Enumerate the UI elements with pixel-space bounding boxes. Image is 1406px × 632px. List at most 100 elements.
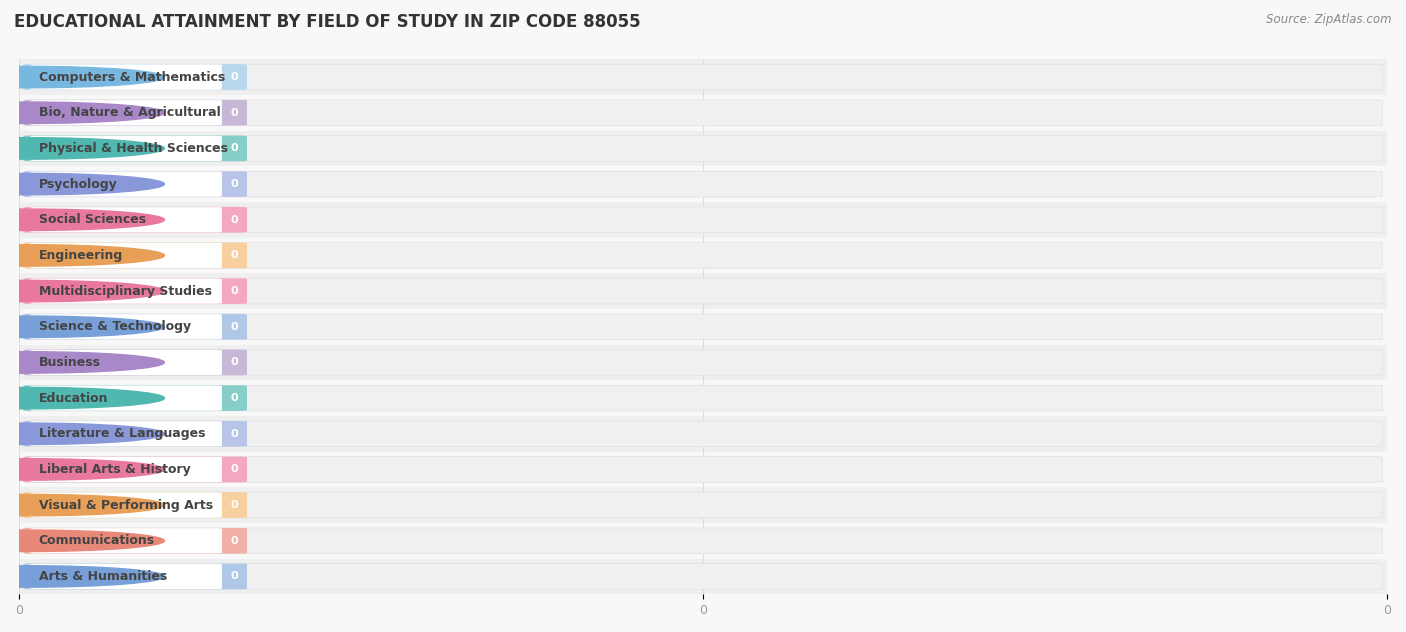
Text: Education: Education: [38, 392, 108, 404]
Text: 0: 0: [231, 250, 238, 260]
FancyBboxPatch shape: [24, 528, 247, 554]
FancyBboxPatch shape: [24, 243, 1382, 268]
Text: Computers & Mathematics: Computers & Mathematics: [38, 71, 225, 83]
Text: 0: 0: [231, 215, 238, 225]
FancyBboxPatch shape: [31, 564, 222, 589]
Text: 0: 0: [231, 536, 238, 546]
Circle shape: [0, 351, 165, 373]
FancyBboxPatch shape: [31, 349, 222, 375]
Circle shape: [0, 459, 165, 480]
FancyBboxPatch shape: [24, 207, 247, 233]
Circle shape: [0, 316, 165, 337]
Text: 0: 0: [231, 428, 238, 439]
FancyBboxPatch shape: [31, 457, 222, 482]
FancyBboxPatch shape: [31, 314, 222, 339]
Text: 0: 0: [231, 571, 238, 581]
FancyBboxPatch shape: [24, 564, 247, 589]
FancyBboxPatch shape: [31, 64, 222, 90]
Text: 0: 0: [231, 72, 238, 82]
FancyBboxPatch shape: [24, 243, 247, 268]
Circle shape: [0, 423, 165, 444]
Bar: [20, 131, 1386, 166]
Bar: [20, 559, 1386, 594]
FancyBboxPatch shape: [31, 171, 222, 197]
FancyBboxPatch shape: [24, 314, 1382, 339]
Bar: [20, 238, 1386, 273]
Text: Multidisciplinary Studies: Multidisciplinary Studies: [38, 284, 212, 298]
FancyBboxPatch shape: [31, 279, 222, 304]
Bar: [20, 344, 1386, 380]
FancyBboxPatch shape: [24, 136, 247, 161]
FancyBboxPatch shape: [24, 64, 1382, 90]
Bar: [20, 309, 1386, 344]
FancyBboxPatch shape: [24, 564, 1382, 589]
Bar: [20, 95, 1386, 131]
Text: 0: 0: [231, 465, 238, 475]
Circle shape: [0, 494, 165, 516]
FancyBboxPatch shape: [31, 492, 222, 518]
FancyBboxPatch shape: [24, 171, 247, 197]
Circle shape: [0, 102, 165, 123]
Text: Physical & Health Sciences: Physical & Health Sciences: [38, 142, 228, 155]
FancyBboxPatch shape: [24, 528, 1382, 554]
FancyBboxPatch shape: [24, 492, 1382, 518]
Text: Social Sciences: Social Sciences: [38, 213, 146, 226]
Text: EDUCATIONAL ATTAINMENT BY FIELD OF STUDY IN ZIP CODE 88055: EDUCATIONAL ATTAINMENT BY FIELD OF STUDY…: [14, 13, 641, 30]
FancyBboxPatch shape: [24, 456, 247, 482]
Text: Science & Technology: Science & Technology: [38, 320, 191, 333]
Text: Literature & Languages: Literature & Languages: [38, 427, 205, 441]
FancyBboxPatch shape: [24, 386, 247, 411]
Text: 0: 0: [231, 179, 238, 189]
FancyBboxPatch shape: [24, 349, 247, 375]
FancyBboxPatch shape: [24, 386, 1382, 411]
FancyBboxPatch shape: [31, 421, 222, 446]
FancyBboxPatch shape: [31, 386, 222, 411]
Circle shape: [0, 566, 165, 587]
Bar: [20, 452, 1386, 487]
Bar: [20, 273, 1386, 309]
Text: Source: ZipAtlas.com: Source: ZipAtlas.com: [1267, 13, 1392, 26]
FancyBboxPatch shape: [24, 64, 247, 90]
Circle shape: [0, 387, 165, 409]
Text: Visual & Performing Arts: Visual & Performing Arts: [38, 499, 212, 512]
FancyBboxPatch shape: [24, 278, 247, 304]
FancyBboxPatch shape: [24, 421, 1382, 447]
FancyBboxPatch shape: [24, 314, 247, 339]
Text: Bio, Nature & Agricultural: Bio, Nature & Agricultural: [38, 106, 221, 119]
FancyBboxPatch shape: [24, 100, 1382, 126]
FancyBboxPatch shape: [24, 207, 1382, 233]
Text: Business: Business: [38, 356, 101, 369]
Circle shape: [0, 245, 165, 266]
Text: Communications: Communications: [38, 534, 155, 547]
Text: Liberal Arts & History: Liberal Arts & History: [38, 463, 190, 476]
FancyBboxPatch shape: [24, 171, 1382, 197]
FancyBboxPatch shape: [31, 207, 222, 233]
FancyBboxPatch shape: [31, 528, 222, 554]
Circle shape: [0, 281, 165, 302]
FancyBboxPatch shape: [24, 421, 247, 447]
Circle shape: [0, 138, 165, 159]
FancyBboxPatch shape: [24, 492, 247, 518]
FancyBboxPatch shape: [24, 349, 1382, 375]
Text: 0: 0: [231, 143, 238, 154]
Text: Engineering: Engineering: [38, 249, 122, 262]
Bar: [20, 166, 1386, 202]
Text: 0: 0: [231, 322, 238, 332]
Circle shape: [0, 530, 165, 552]
Circle shape: [0, 66, 165, 88]
FancyBboxPatch shape: [31, 243, 222, 268]
Text: 0: 0: [231, 358, 238, 367]
Text: Arts & Humanities: Arts & Humanities: [38, 570, 167, 583]
Bar: [20, 202, 1386, 238]
Bar: [20, 487, 1386, 523]
Bar: [20, 59, 1386, 95]
FancyBboxPatch shape: [24, 100, 247, 126]
Text: 0: 0: [231, 286, 238, 296]
FancyBboxPatch shape: [24, 456, 1382, 482]
Text: 0: 0: [231, 107, 238, 118]
FancyBboxPatch shape: [24, 278, 1382, 304]
Text: Psychology: Psychology: [38, 178, 117, 191]
Bar: [20, 380, 1386, 416]
Bar: [20, 523, 1386, 559]
FancyBboxPatch shape: [31, 100, 222, 125]
